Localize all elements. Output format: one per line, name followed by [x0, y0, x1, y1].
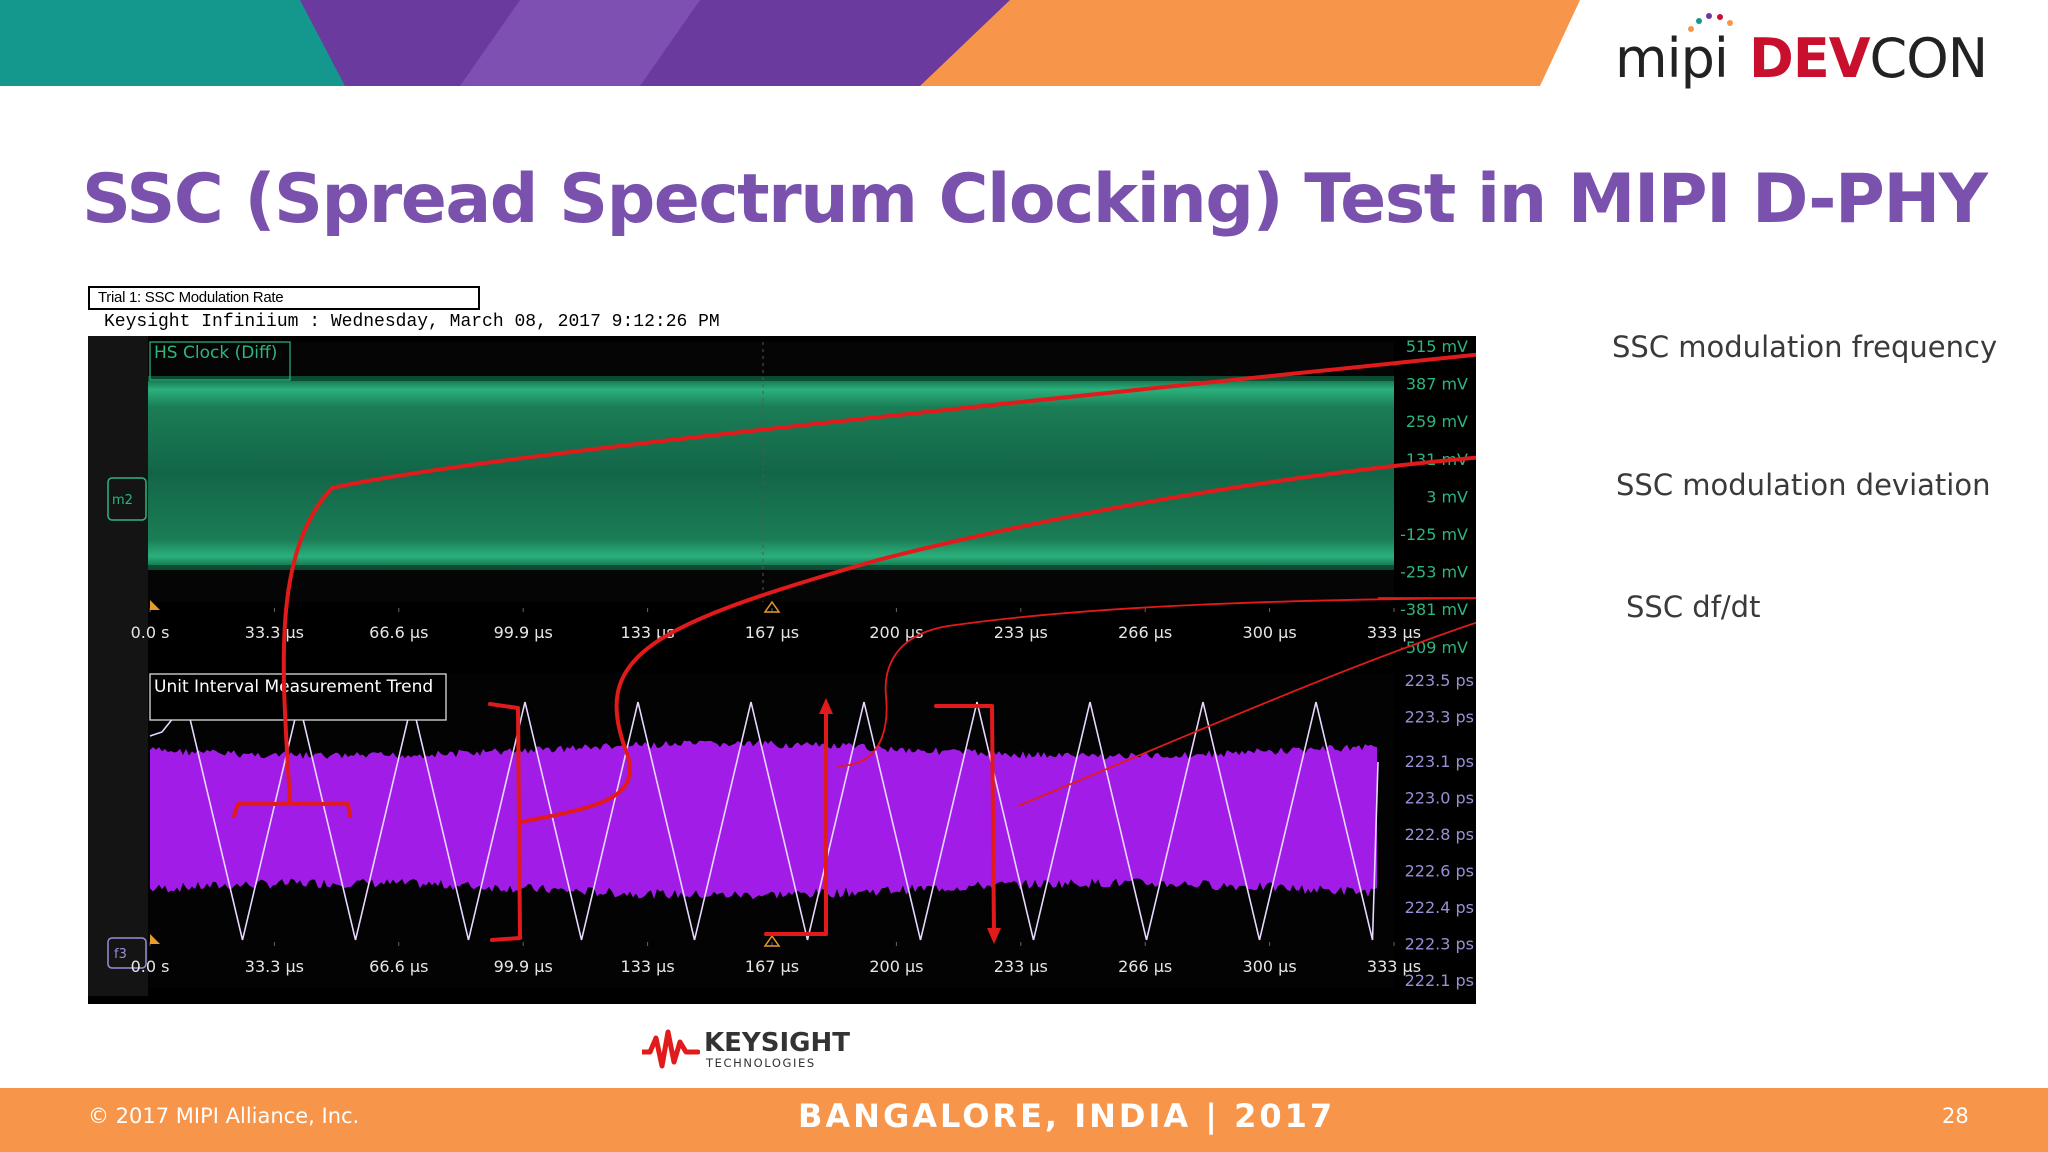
deviation-leader: [518, 455, 1476, 824]
top-time-tick-label: 133 µs: [621, 623, 675, 642]
bottom-time-tick-label: 200 µs: [869, 957, 923, 976]
top-time-tick-label: 99.9 µs: [494, 623, 553, 642]
header-banner: [0, 0, 1580, 86]
bottom-time-tick-label: 0.0 s: [131, 957, 170, 976]
logo-dev-text: DEV: [1749, 27, 1871, 90]
top-time-tick-label: 266 µs: [1118, 623, 1172, 642]
frequency-bracket: [232, 802, 352, 818]
keysight-subtitle: TECHNOLOGIES: [706, 1056, 816, 1070]
bottom-panel-label: Unit Interval Measurement Trend: [154, 677, 433, 697]
trial-label-box: Trial 1: SSC Modulation Rate: [88, 286, 480, 310]
scope-header: Keysight Infiniium : Wednesday, March 08…: [104, 312, 720, 332]
red-annotation-arrowheads: [819, 698, 1001, 944]
bottom-y-tick-label: 222.3 ps: [1405, 935, 1474, 954]
top-y-tick-label: 3 mV: [1426, 487, 1468, 506]
top-y-tick-label: 515 mV: [1406, 337, 1468, 356]
bottom-time-tick-label: 99.9 µs: [494, 957, 553, 976]
bottom-time-tick-label: 66.6 µs: [369, 957, 428, 976]
top-time-tick-label: 0.0 s: [131, 623, 170, 642]
top-panel-label: HS Clock (Diff): [154, 343, 277, 363]
bottom-time-tick-label: 300 µs: [1243, 957, 1297, 976]
bottom-channel-marker-label: f3: [114, 947, 127, 962]
bottom-y-axis: 223.5 ps 223.3 ps 223.1 ps 223.0 ps 222.8 ps…: [1405, 671, 1474, 990]
keysight-logo: KEYSIGHT TECHNOLOGIES: [640, 1024, 850, 1074]
top-channel-marker-label: m2: [112, 493, 133, 508]
bottom-y-tick-label: 222.1 ps: [1405, 971, 1474, 990]
dfdt-leaders: [837, 597, 1476, 807]
callout-ssc-dfdt: SSC df/dt: [1626, 590, 1761, 624]
dfdt-arrow-down: [934, 704, 996, 938]
frequency-leader: [281, 352, 1476, 806]
top-y-tick-label: -509 mV: [1400, 638, 1468, 657]
top-channel-marker: m2: [107, 477, 147, 521]
top-y-tick-label: -381 mV: [1400, 600, 1468, 619]
bottom-y-tick-label: 223.5 ps: [1405, 671, 1474, 690]
footer-copyright: © 2017 MIPI Alliance, Inc.: [88, 1104, 360, 1128]
bottom-trigger-marker: [763, 934, 781, 947]
top-y-tick-label: -125 mV: [1400, 525, 1468, 544]
bottom-y-tick-label: 222.8 ps: [1405, 825, 1474, 844]
top-trigger-marker: [763, 600, 781, 613]
bottom-y-tick-label: 222.6 ps: [1405, 862, 1474, 881]
red-annotations: [232, 352, 1476, 942]
bottom-time-tick-label: 133 µs: [621, 957, 675, 976]
footer-event: BANGALORE, INDIA | 2017: [798, 1097, 1336, 1135]
top-time-tick-label: 33.3 µs: [245, 623, 304, 642]
logo-con-text: CON: [1869, 27, 1989, 90]
callout-ssc-frequency: SSC modulation frequency: [1612, 330, 1998, 364]
top-y-tick-label: -253 mV: [1400, 563, 1468, 582]
ui-jitter-band: [150, 740, 1377, 900]
top-time-tick-label: 167 µs: [745, 623, 799, 642]
bottom-time-tick-label: 33.3 µs: [245, 957, 304, 976]
bottom-y-tick-label: 223.3 ps: [1405, 708, 1474, 727]
bottom-channel-marker: f3: [107, 937, 147, 969]
footer-page-number: 28: [1942, 1104, 1969, 1128]
top-time-tick-label: 300 µs: [1243, 623, 1297, 642]
slide-title: SSC (Spread Spectrum Clocking) Test in M…: [82, 160, 1988, 239]
dfdt-arrow-up: [764, 704, 828, 936]
bottom-time-tick-label: 233 µs: [994, 957, 1048, 976]
mipi-devcon-logo: mipi DEVCON: [1615, 13, 2000, 95]
bottom-time-tick-label: 266 µs: [1118, 957, 1172, 976]
footer-bar: [0, 1088, 2048, 1152]
bottom-y-tick-label: 223.1 ps: [1405, 752, 1474, 771]
bottom-y-tick-label: 222.4 ps: [1405, 898, 1474, 917]
bottom-time-axis: 0.0 s 33.3 µs 66.6 µs 99.9 µs 133 µs 167 µs 20…: [131, 934, 1421, 976]
top-time-axis: 0.0 s 33.3 µs 66.6 µs 99.9 µs 133 µs 167 µs 20…: [131, 600, 1421, 642]
top-y-tick-label: 259 mV: [1406, 412, 1468, 431]
bottom-y-tick-label: 223.0 ps: [1405, 789, 1474, 808]
keysight-name: KEYSIGHT: [704, 1028, 850, 1058]
top-origin-marker: [150, 600, 160, 610]
top-y-tick-label: 387 mV: [1406, 375, 1468, 394]
top-time-tick-label: 333 µs: [1367, 623, 1421, 642]
callout-ssc-deviation: SSC modulation deviation: [1616, 468, 1991, 502]
bottom-time-tick-label: 333 µs: [1367, 957, 1421, 976]
top-waveform-trace: [148, 376, 1394, 570]
bottom-time-tick-label: 167 µs: [745, 957, 799, 976]
logo-devcon-text: DEVCON: [1749, 27, 1989, 90]
bottom-origin-marker: [150, 934, 160, 944]
logo-mipi-text: mipi: [1615, 27, 1729, 90]
top-time-tick-label: 66.6 µs: [369, 623, 428, 642]
top-time-tick-label: 233 µs: [994, 623, 1048, 642]
top-time-tick-label: 200 µs: [869, 623, 923, 642]
